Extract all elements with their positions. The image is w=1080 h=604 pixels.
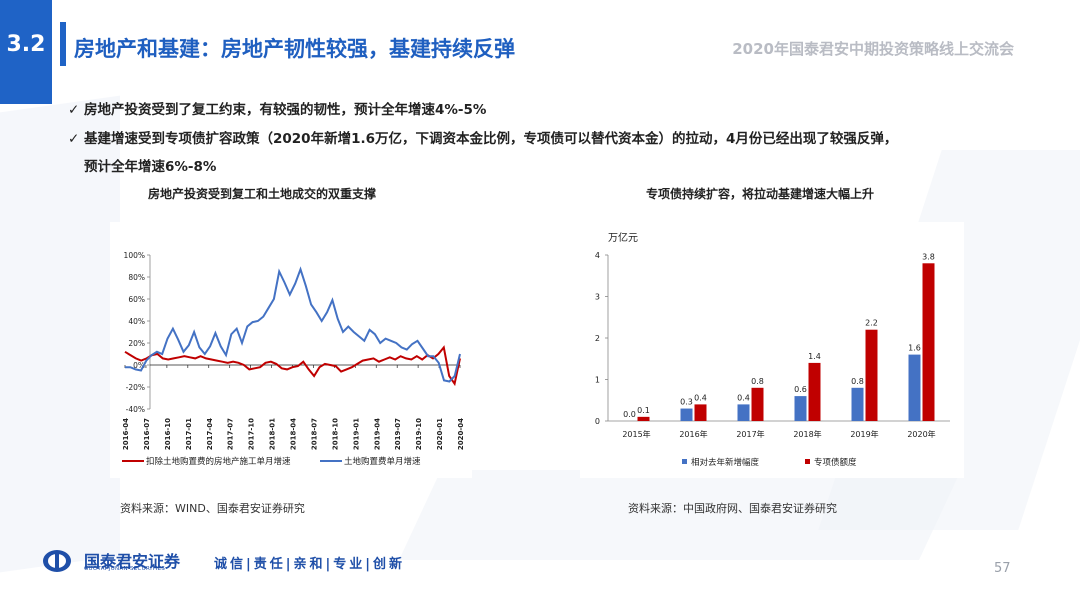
x-tick-label: 2017-10 <box>248 418 256 450</box>
x-tick-label: 2018-10 <box>331 418 339 450</box>
bar <box>851 387 864 421</box>
y-tick-label: 80% <box>128 273 145 282</box>
bullet-text: 基建增速受到专项债扩容政策（2020年新增1.6万亿，下调资本金比例，专项债可以… <box>84 131 898 147</box>
data-label: 0.4 <box>694 393 707 402</box>
data-label: 1.6 <box>908 344 921 353</box>
company-name: 国泰君安证券 <box>84 552 181 571</box>
x-tick-label: 2017-04 <box>206 418 214 450</box>
bar <box>908 354 921 421</box>
x-tick-label: 2019年 <box>850 429 878 439</box>
x-tick-label: 2018-07 <box>310 418 318 450</box>
bar <box>922 263 935 421</box>
bullet-text: 房地产投资受到了复工约束，有较强的韧性，预计全年增速4%-5% <box>84 102 487 118</box>
right-chart-title: 专项债持续扩容，将拉动基建增速大幅上升 <box>646 187 875 201</box>
legend-label: 扣除土地购置费的房地产施工单月增速 <box>146 456 291 467</box>
company-name-english: GUOTAI JUNAN SECURITIES <box>84 566 166 572</box>
right-chart-panel: 万亿元 0 1 2 3 4 2015年 0.0 0.1 2016年 0.3 0.4 2017年 0.4 0.… <box>580 222 964 478</box>
x-tick-label: 2020-04 <box>457 418 465 450</box>
section-number-badge: 3.2 <box>0 0 52 104</box>
y-tick-label: 2 <box>595 334 600 343</box>
series-line <box>124 345 461 387</box>
y-axis-unit: 万亿元 <box>608 231 638 244</box>
data-label: 0.1 <box>637 406 650 415</box>
left-chart-panel: 100% 80% 60% 40% 20% 0% -20% -40% 2016-04 2016-07… <box>110 222 472 478</box>
bar <box>865 329 878 421</box>
y-tick-label: 100% <box>124 251 145 260</box>
x-tick-label: 2017-07 <box>227 418 235 450</box>
x-tick-label: 2016-04 <box>122 418 130 450</box>
x-tick-label: 2016-07 <box>143 418 151 450</box>
bar <box>680 408 693 421</box>
bullet-point: ✓ 基建增速受到专项债扩容政策（2020年新增1.6万亿，下调资本金比例，专项债可… <box>68 127 1048 151</box>
data-label: 0.4 <box>737 393 750 402</box>
x-tick-label: 2019-01 <box>352 418 360 450</box>
data-label: 2.2 <box>865 319 878 328</box>
legend-label: 相对去年新增幅度 <box>691 457 760 468</box>
series-line <box>125 266 461 383</box>
title-accent-bar <box>60 22 66 66</box>
x-tick-label: 2019-10 <box>415 418 423 450</box>
line-chart: 100% 80% 60% 40% 20% 0% -20% -40% 2016-04 2016-07… <box>122 251 465 467</box>
check-icon: ✓ <box>68 102 80 118</box>
legend-swatch <box>682 459 687 464</box>
x-tick-label: 2020-01 <box>436 418 444 450</box>
y-tick-label: 20% <box>128 339 145 348</box>
data-label: 1.4 <box>808 352 821 361</box>
x-tick-label: 2015年 <box>622 429 650 439</box>
bar <box>737 404 750 421</box>
y-tick-label: 3 <box>595 293 600 302</box>
x-tick-label: 2019-04 <box>373 418 381 450</box>
legend-swatch <box>805 459 810 464</box>
right-chart-source: 资料来源：中国政府网、国泰君安证券研究 <box>628 502 837 515</box>
company-slogan: 诚信|责任|亲和|专业|创新 <box>214 557 405 572</box>
data-label: 0.3 <box>680 398 693 407</box>
bar <box>694 404 707 421</box>
bar <box>637 416 650 421</box>
bullet-text-continuation: 预计全年增速6%-8% <box>84 159 217 175</box>
y-tick-label: 0% <box>133 361 145 370</box>
company-logo-icon <box>43 550 71 572</box>
x-tick-label: 2017年 <box>736 429 764 439</box>
left-chart-title: 房地产投资受到复工和土地成交的双重支撑 <box>148 187 377 201</box>
y-tick-label: 40% <box>128 317 145 326</box>
y-tick-label: 60% <box>128 295 145 304</box>
y-tick-label: 0 <box>595 417 600 426</box>
bar <box>751 387 764 421</box>
event-name: 2020年国泰君安中期投资策略线上交流会 <box>732 40 1014 58</box>
x-tick-label: 2018-04 <box>290 418 298 450</box>
x-tick-label: 2016年 <box>679 429 707 439</box>
x-tick-label: 2018-01 <box>269 418 277 450</box>
check-icon: ✓ <box>68 131 80 147</box>
legend-label: 土地购置费单月增速 <box>344 456 421 467</box>
data-label: 0.0 <box>623 410 636 419</box>
data-label: 0.6 <box>794 385 807 394</box>
x-tick-label: 2019-07 <box>394 418 402 450</box>
x-tick-label: 2016-10 <box>164 418 172 450</box>
y-tick-label: -40% <box>126 405 145 414</box>
x-tick-label: 2018年 <box>793 429 821 439</box>
slide-title: 房地产和基建：房地产韧性较强，基建持续反弹 <box>74 37 515 61</box>
legend-label: 专项债额度 <box>814 457 857 468</box>
data-label: 3.8 <box>922 252 935 261</box>
x-tick-label: 2017-01 <box>185 418 193 450</box>
bar <box>794 396 807 421</box>
data-label: 0.8 <box>751 377 764 386</box>
x-tick-label: 2020年 <box>907 429 935 439</box>
y-tick-label: 4 <box>595 251 600 260</box>
bar <box>808 362 821 421</box>
left-chart-source: 资料来源：WIND、国泰君安证券研究 <box>120 502 305 515</box>
bullet-point: ✓ 房地产投资受到了复工约束，有较强的韧性，预计全年增速4%-5% <box>68 98 486 122</box>
page-number: 57 <box>994 561 1011 576</box>
data-label: 0.8 <box>851 377 864 386</box>
y-tick-label: 1 <box>595 376 600 385</box>
y-tick-label: -20% <box>126 383 145 392</box>
